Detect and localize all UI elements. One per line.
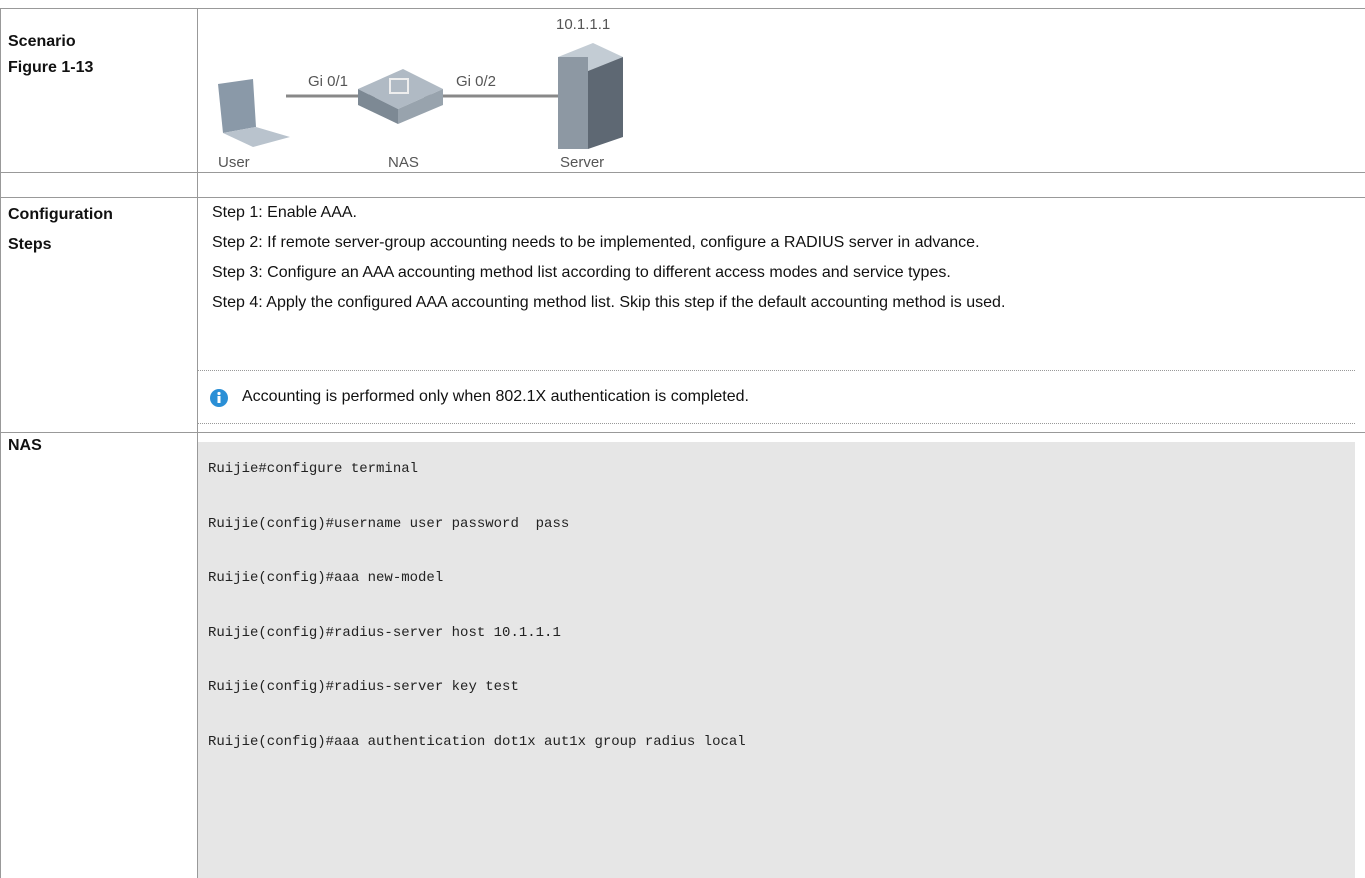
code-line: Ruijie(config)#radius-server host 10.1.1… [208, 624, 561, 641]
figure-cell: 10.1.1.1 Gi 0/1 Gi 0/2 User NAS Server [197, 8, 1365, 172]
code-line: Ruijie(config)#aaa new-model [208, 570, 444, 586]
note-text: Accounting is performed only when 802.1X… [242, 388, 749, 405]
label: Figure 1-13 [8, 59, 94, 76]
code-block: Ruijie#configure terminal Ruijie(config)#… [198, 442, 1355, 878]
label: Scenario [8, 33, 76, 50]
note: Accounting is performed only when 802.1X… [198, 370, 1355, 424]
code-cell [197, 432, 1365, 878]
label: NAS [8, 437, 42, 454]
steps: Step 1: Enable AAA. Step 2: If remote ser… [212, 198, 1352, 318]
port-label: Gi 0/1 [308, 73, 348, 90]
empty-cell [197, 172, 1365, 197]
node-label: NAS [388, 154, 419, 171]
label-cell: Scenario Figure 1-13 [0, 8, 198, 172]
label: Configuration [8, 206, 113, 223]
ip-label: 10.1.1.1 [556, 16, 610, 33]
label-cell: Configuration Steps [0, 197, 198, 432]
label-cell [0, 172, 198, 197]
step: Step 3: Configure an AAA accounting meth… [212, 264, 951, 281]
code-line: Ruijie#configure terminal [208, 461, 419, 477]
label: Steps [8, 236, 52, 253]
info-icon [210, 389, 228, 407]
node-label: Server [560, 154, 604, 171]
port-label: Gi 0/2 [456, 73, 496, 90]
step: Step 4: Apply the configured AAA account… [212, 294, 1006, 311]
node-label: User [218, 154, 250, 171]
code-line: Ruijie(config)#username user password pa… [208, 515, 570, 532]
network-diagram: 10.1.1.1 Gi 0/1 Gi 0/2 User NAS Server [218, 16, 623, 171]
label-cell: NAS [0, 432, 198, 878]
step: Step 1: Enable AAA. [212, 204, 357, 221]
step: Step 2: If remote server-group accountin… [212, 234, 980, 251]
steps-cell [197, 197, 1365, 432]
code-line: Ruijie(config)#aaa authentication dot1x … [208, 733, 746, 750]
code-line: Ruijie(config)#radius-server key test [208, 679, 519, 695]
